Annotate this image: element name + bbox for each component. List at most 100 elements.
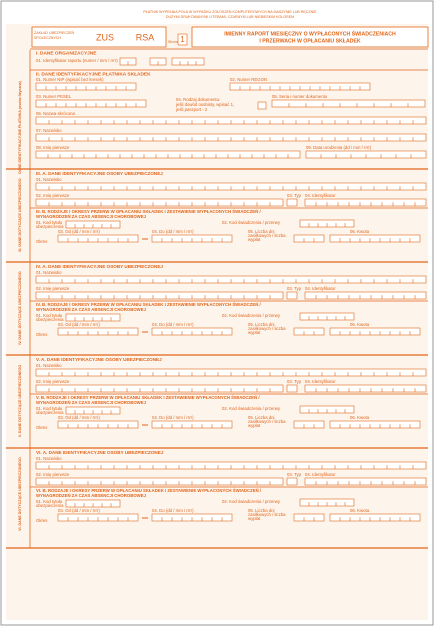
label: 03. Od (dd / mm / rrrr) bbox=[58, 415, 100, 420]
label: zasiłkowych / liczba bbox=[248, 233, 286, 238]
input-field bbox=[35, 291, 284, 300]
label: 06. Kwota bbox=[350, 229, 370, 234]
label: RSA bbox=[136, 32, 155, 42]
label: 04. Do (dd / mm / rrrr) bbox=[152, 229, 194, 234]
label: PŁATNIK WYPEŁNIA POLA W WYPADKU ZGŁOSZEŃ… bbox=[143, 10, 317, 14]
label: Okres bbox=[36, 332, 47, 337]
label: VI. A. DANE IDENTYFIKACYJNE OSOBY UBEZPI… bbox=[36, 450, 164, 455]
label: WYNAGRODZEŃ ZA CZAS ABSENCJI CHOROBOWEJ bbox=[36, 493, 147, 498]
label: zasiłkowych / liczba bbox=[248, 326, 286, 331]
label: 03. Od (dd / mm / rrrr) bbox=[58, 322, 100, 327]
label: 03. Od (dd / mm / rrrr) bbox=[58, 508, 100, 513]
side-label: VI. DANE DOTYCZĄCE UBEZPIECZONEGO bbox=[18, 457, 22, 531]
label: 03. Typ bbox=[287, 379, 302, 384]
input-field bbox=[329, 327, 421, 336]
label: Strona bbox=[168, 40, 179, 44]
input-field bbox=[286, 291, 298, 300]
label: 01. Nazwisko bbox=[36, 270, 62, 275]
header-box bbox=[31, 26, 167, 48]
input-field bbox=[329, 420, 421, 429]
label: 02. Kod świadczenia / przerwy bbox=[222, 406, 281, 411]
input-field bbox=[35, 198, 284, 207]
label: wypłat bbox=[248, 516, 261, 521]
input-field bbox=[286, 384, 298, 393]
label: 03. Typ bbox=[287, 286, 302, 291]
label: III. B. RODZAJE I OKRESY PRZERW W OPŁACA… bbox=[36, 209, 261, 214]
label: zasiłkowych / liczba bbox=[248, 512, 286, 517]
label: ZUS bbox=[96, 32, 114, 42]
label: Okres bbox=[36, 518, 47, 523]
label: IMIENNY RAPORT MIESIĘCZNY O WYPŁACONYCH … bbox=[224, 30, 396, 37]
label: 04. Identyfikator bbox=[305, 379, 336, 384]
label: 06. Kwota bbox=[350, 508, 370, 513]
label: 01. Nazwisko bbox=[36, 177, 62, 182]
label: jeśli paszport - 2 bbox=[175, 107, 208, 112]
label: 05. Liczba dni bbox=[248, 322, 275, 327]
label: V. A. DANE IDENTYFIKACYJNE OSOBY UBEZPIE… bbox=[36, 357, 162, 362]
input-field bbox=[293, 327, 325, 336]
label: Okres bbox=[36, 239, 47, 244]
side-label: III. DANE DOTYCZĄCE UBEZPIECZONEGO bbox=[18, 178, 22, 251]
input-field bbox=[35, 477, 284, 486]
label: ubezpieczenia bbox=[36, 317, 64, 322]
label: ubezpieczenia bbox=[36, 224, 64, 229]
label: 03. Typ bbox=[287, 472, 302, 477]
label: 02. Kod świadczenia / przerwy bbox=[222, 313, 281, 318]
label: 05. Seria i numer dokumentu bbox=[272, 94, 328, 99]
label: WYNAGRODZEŃ ZA CZAS ABSENCJI CHOROBOWEJ bbox=[36, 307, 147, 312]
label: 01. Identyfikator raportu (numer / mm / … bbox=[36, 58, 118, 63]
label: 01. Kod tytułu bbox=[36, 220, 63, 225]
label: Okres bbox=[36, 425, 47, 430]
label: VI. B. RODZAJE I OKRESY PRZERW W OPŁACAN… bbox=[36, 488, 262, 493]
label: 05. Liczba dni bbox=[248, 508, 275, 513]
label: 06. Kwota bbox=[350, 415, 370, 420]
label: wypłat bbox=[248, 423, 261, 428]
label: 01. Numer NIP (wpisać bez kresek) bbox=[36, 77, 104, 82]
input-field bbox=[35, 99, 147, 108]
label: 05. Liczba dni bbox=[248, 229, 275, 234]
input-field bbox=[329, 513, 421, 522]
side-label: V. DANE DOTYCZĄCE UBEZPIECZONEGO bbox=[18, 365, 22, 438]
label: 02. Kod świadczenia / przerwy bbox=[222, 220, 281, 225]
label: I. DANE ORGANIZACYJNE bbox=[36, 50, 97, 56]
input-field bbox=[304, 198, 427, 207]
label: SPOŁECZNYCH bbox=[34, 36, 61, 40]
label: IV. B. RODZAJE I OKRESY PRZERW W OPŁACAN… bbox=[36, 302, 262, 307]
label: 04. Identyfikator bbox=[305, 193, 336, 198]
label: wypłat bbox=[248, 237, 261, 242]
label: 01. Nazwisko bbox=[36, 363, 62, 368]
label: 02. Numer REGON bbox=[230, 77, 267, 82]
label: V. B. RODZAJE I OKRESY PRZERW W OPŁACANI… bbox=[36, 395, 260, 400]
input-field bbox=[286, 198, 298, 207]
label: jeśli dowód osobisty, wpisać 1, bbox=[175, 102, 234, 107]
side-label: DANE IDENTYFIKACYJNE PŁATNIKA (osoba fiz… bbox=[18, 80, 22, 173]
input-field bbox=[293, 234, 325, 243]
label: 05. Liczba dni bbox=[248, 415, 275, 420]
input-field bbox=[35, 384, 284, 393]
label: 02. Kod świadczenia / przerwy bbox=[222, 499, 281, 504]
input-field bbox=[329, 234, 421, 243]
label: 03. Od (dd / mm / rrrr) bbox=[58, 229, 100, 234]
page-box bbox=[177, 33, 188, 46]
label: I PRZERWACH W OPŁACANIU SKŁADEK bbox=[259, 38, 361, 44]
label: IV. A. DANE IDENTYFIKACYJNE OSOBY UBEZPI… bbox=[36, 264, 163, 269]
label: 04. Do (dd / mm / rrrr) bbox=[152, 322, 194, 327]
label: 06. Kwota bbox=[350, 322, 370, 327]
label: 04. Rodzaj dokumentu: bbox=[176, 97, 220, 102]
input-field bbox=[293, 420, 325, 429]
input-field bbox=[304, 477, 427, 486]
label: 02. Imię pierwsze bbox=[36, 193, 70, 198]
title-box bbox=[191, 26, 429, 48]
label: 04. Do (dd / mm / rrrr) bbox=[152, 508, 194, 513]
label: ZAKŁAD UBEZPIECZEŃ bbox=[34, 31, 75, 35]
input-field bbox=[293, 513, 325, 522]
label: WYNAGRODZEŃ ZA CZAS ABSENCJI CHOROBOWEJ bbox=[36, 214, 147, 219]
label: 09. Data urodzenia (dd / mm / rrrr) bbox=[306, 145, 372, 150]
input-field bbox=[257, 101, 267, 110]
input-field bbox=[304, 384, 427, 393]
label: 08. Imię pierwsze bbox=[36, 145, 70, 150]
label: 03. Numer PESEL bbox=[36, 94, 72, 99]
label: 04. Identyfikator bbox=[305, 286, 336, 291]
label: 01. Kod tytułu bbox=[36, 499, 63, 504]
